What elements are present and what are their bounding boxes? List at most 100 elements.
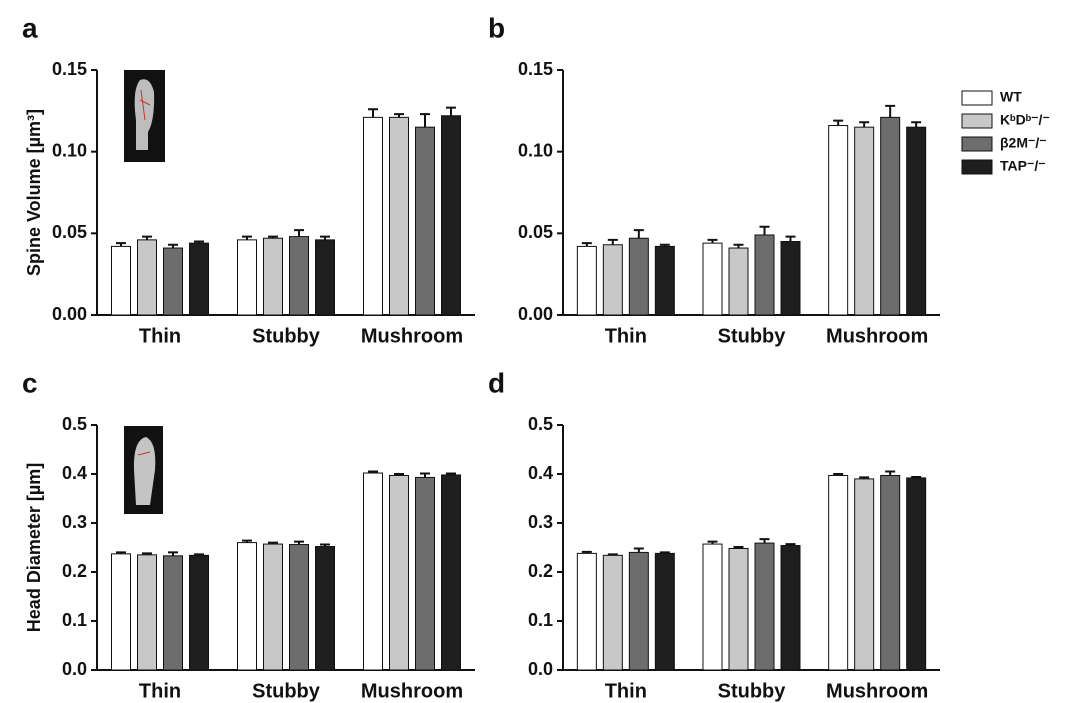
bar xyxy=(829,126,848,315)
legend-swatch xyxy=(962,160,992,174)
x-tick-label: Mushroom xyxy=(826,325,928,347)
bar xyxy=(855,127,874,315)
bar xyxy=(264,544,283,670)
bar xyxy=(238,543,257,670)
error-bar xyxy=(760,227,770,235)
bar xyxy=(264,238,283,315)
bar xyxy=(629,552,648,670)
error-bar xyxy=(760,539,770,543)
bar xyxy=(442,475,461,670)
error-bar xyxy=(911,122,921,127)
y-tick-label: 0.0 xyxy=(528,659,553,679)
y-tick-label: 0.10 xyxy=(52,140,87,160)
error-bar xyxy=(168,552,178,555)
bar xyxy=(577,553,596,670)
bar xyxy=(881,475,900,670)
x-tick-label: Thin xyxy=(605,680,647,702)
y-tick-label: 0.2 xyxy=(62,561,87,581)
error-bar xyxy=(859,122,869,127)
bar xyxy=(755,235,774,315)
bar xyxy=(729,248,748,315)
bar xyxy=(316,547,335,670)
y-tick-label: 0.3 xyxy=(62,512,87,532)
x-tick-label: Thin xyxy=(139,680,181,702)
bar xyxy=(138,240,157,315)
y-tick-label: 0.05 xyxy=(518,222,553,242)
bar xyxy=(781,242,800,316)
legend-swatch xyxy=(962,137,992,151)
bar xyxy=(164,556,183,670)
legend-swatch xyxy=(962,91,992,105)
error-bar xyxy=(660,552,670,553)
bar xyxy=(781,546,800,670)
y-tick-label: 0.2 xyxy=(528,561,553,581)
error-bar xyxy=(833,121,843,126)
bar xyxy=(164,248,183,315)
x-tick-label: Thin xyxy=(139,325,181,347)
bar xyxy=(855,479,874,670)
x-tick-label: Mushroom xyxy=(826,680,928,702)
bar xyxy=(364,473,383,670)
panel-label: d xyxy=(488,367,505,398)
legend-label: β2M⁻/⁻ xyxy=(1000,135,1047,151)
panel-label: a xyxy=(22,12,38,43)
y-tick-label: 0.1 xyxy=(528,610,553,630)
y-tick-label: 0.1 xyxy=(62,610,87,630)
y-axis-label: Spine Volume [µm³] xyxy=(24,109,44,276)
bar xyxy=(290,545,309,670)
error-bar xyxy=(911,477,921,478)
y-tick-label: 0.15 xyxy=(518,59,553,79)
bar xyxy=(238,240,257,315)
error-bar xyxy=(634,230,644,238)
bar xyxy=(112,554,131,670)
x-tick-label: Mushroom xyxy=(361,680,463,702)
inset-image xyxy=(124,70,165,162)
y-tick-label: 0.00 xyxy=(518,304,553,324)
x-tick-label: Thin xyxy=(605,325,647,347)
bar xyxy=(907,127,926,315)
bar xyxy=(577,246,596,315)
x-tick-label: Stubby xyxy=(252,680,321,702)
bar xyxy=(703,544,722,670)
legend-label: TAP⁻/⁻ xyxy=(1000,158,1046,174)
bar xyxy=(881,117,900,315)
error-bar xyxy=(634,548,644,552)
bar xyxy=(190,555,209,670)
error-bar xyxy=(368,109,378,117)
bar xyxy=(755,543,774,670)
bar xyxy=(112,246,131,315)
error-bar xyxy=(608,240,618,245)
error-bar xyxy=(786,237,796,242)
panel-label: c xyxy=(22,367,38,398)
y-tick-label: 0.5 xyxy=(62,414,87,434)
bar xyxy=(390,117,409,315)
y-tick-label: 0.00 xyxy=(52,304,87,324)
y-tick-label: 0.3 xyxy=(528,512,553,532)
panel-label: b xyxy=(488,12,505,43)
legend-label: KᵇDᵇ⁻/⁻ xyxy=(1000,112,1050,128)
error-bar xyxy=(420,474,430,478)
x-tick-label: Stubby xyxy=(252,325,321,347)
bar xyxy=(603,245,622,315)
y-tick-label: 0.05 xyxy=(52,222,87,242)
bar xyxy=(190,243,209,315)
bar xyxy=(416,477,435,670)
error-bar xyxy=(885,106,895,117)
bar xyxy=(655,246,674,315)
bar xyxy=(729,548,748,670)
bar xyxy=(442,116,461,315)
error-bar xyxy=(194,554,204,555)
bar xyxy=(316,240,335,315)
y-tick-label: 0.4 xyxy=(528,463,553,483)
bar xyxy=(138,555,157,670)
y-axis-label: Head Diameter [µm] xyxy=(24,463,44,632)
bar xyxy=(655,553,674,670)
y-tick-label: 0.5 xyxy=(528,414,553,434)
error-bar xyxy=(885,472,895,476)
bar xyxy=(629,238,648,315)
legend-label: WT xyxy=(1000,89,1022,105)
y-tick-label: 0.15 xyxy=(52,59,87,79)
error-bar xyxy=(420,114,430,127)
y-tick-label: 0.4 xyxy=(62,463,87,483)
bar xyxy=(829,475,848,670)
